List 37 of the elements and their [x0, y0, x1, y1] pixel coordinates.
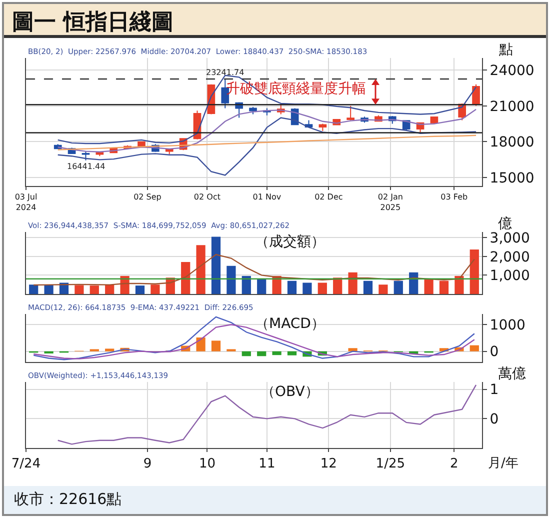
x-tick-label: 7/24	[11, 456, 41, 472]
y-tick-label: 1	[490, 382, 499, 398]
x-tick-label: 02 Jan 2025	[378, 192, 403, 212]
y-axis-title: 萬億	[498, 366, 526, 382]
y-tick-label: 3,000	[490, 230, 530, 247]
x-tick-label: 9	[143, 456, 152, 472]
annotation: 16441.44	[67, 162, 106, 171]
y-tick-label: 0	[490, 412, 499, 428]
y-tick-label: 1,000	[490, 268, 530, 284]
chart-title: 圖一 恒指日綫圖	[4, 4, 546, 38]
x-tick-label: 02 Oct	[194, 192, 220, 202]
chart-title: （OBV）	[261, 384, 319, 400]
y-tick-label: 15000	[490, 170, 534, 187]
x-tick-label: 01 Nov	[252, 192, 282, 202]
x-tick-label: 11	[258, 456, 276, 472]
y-tick-label: 1000	[490, 318, 526, 334]
x-tick-label: 10	[198, 456, 216, 472]
y-tick-label: 2,000	[490, 249, 530, 266]
x-tick-label: 03 Jul 2024	[14, 192, 38, 212]
y-tick-label: 24000	[490, 62, 534, 79]
chart-title: （成交額）	[255, 234, 325, 250]
x-tick-label: 12	[320, 456, 337, 472]
y-tick-label: 18000	[490, 134, 534, 151]
chart-title: （MACD）	[255, 316, 325, 332]
x-tick-label: 1/25	[376, 456, 405, 472]
x-tick-label: 2	[450, 456, 458, 472]
y-tick-label: 0	[490, 344, 499, 360]
x-tick-label: 03 Feb	[440, 192, 468, 202]
y-axis-title: 億	[498, 216, 512, 232]
y-axis-title: 點	[498, 42, 513, 58]
annotation: 升破雙底頸綫量度升幅	[226, 81, 366, 97]
annotation: 23241.74	[206, 68, 244, 77]
y-tick-label: 21000	[490, 98, 534, 115]
x-tick-label: 02 Sep	[134, 192, 162, 202]
text: 收市：22616點	[4, 486, 546, 514]
x-axis-title: 月/年	[488, 456, 518, 471]
x-tick-label: 02 Dec	[314, 192, 343, 202]
